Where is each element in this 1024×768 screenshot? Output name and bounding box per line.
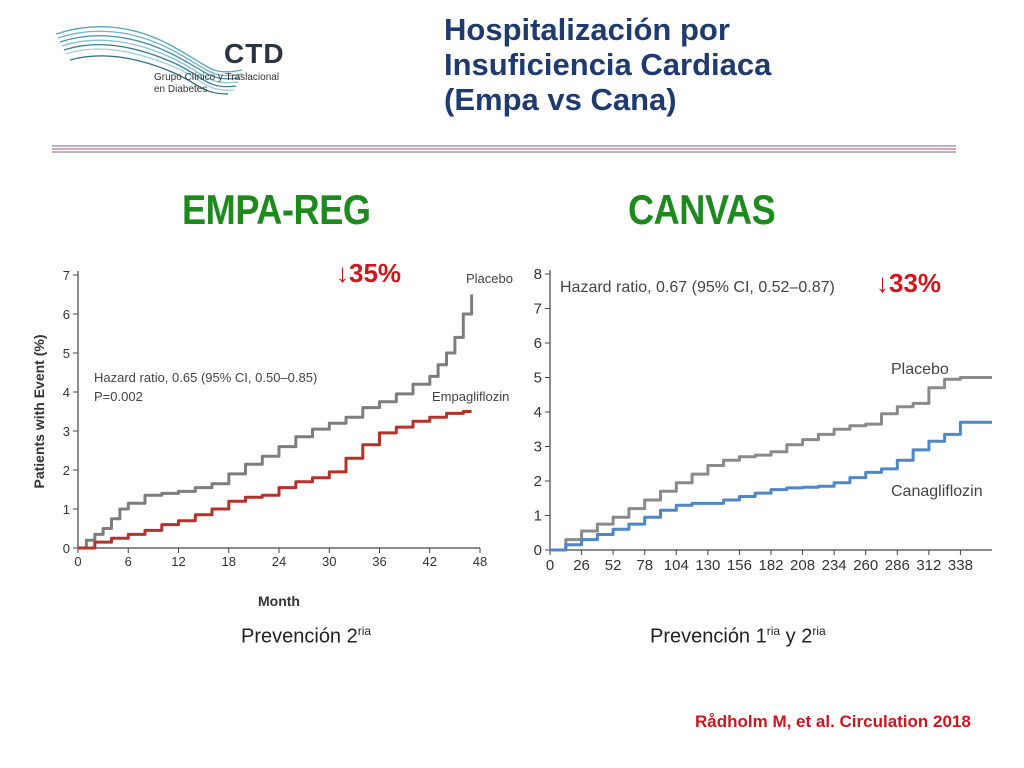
x-tick-label: 6 [125, 554, 132, 569]
x-tick-label: 286 [885, 557, 910, 574]
caption-canvas: Prevención 1ria y 2ria [650, 624, 826, 649]
x-tick-label: 36 [372, 554, 386, 569]
heading-empa-reg: EMPA-REG [182, 186, 371, 233]
series-line-placebo [78, 294, 474, 550]
y-tick-label: 1 [534, 508, 542, 525]
logo-subtitle-line1: Grupo Clínico y Traslacional [154, 72, 280, 83]
series-label-placebo: Placebo [891, 361, 949, 378]
y-tick-label: 1 [63, 502, 70, 517]
x-tick-label: 312 [916, 557, 941, 574]
caption-canvas-sup1: ria [766, 624, 781, 638]
title-line: Hospitalización por [444, 12, 730, 47]
y-tick-label: 0 [534, 542, 542, 559]
y-tick-label: 7 [534, 301, 542, 318]
y-tick-label: 6 [63, 307, 70, 322]
x-tick-label: 156 [727, 557, 752, 574]
x-tick-label: 338 [948, 557, 973, 574]
x-tick-label: 234 [822, 557, 847, 574]
y-tick-label: 2 [63, 463, 70, 478]
series-label-canagliflozin: Canagliflozin [891, 483, 983, 500]
series-line-empagliflozin [78, 410, 472, 550]
y-tick-label: 5 [63, 346, 70, 361]
y-axis-title: Patients with Event (%) [31, 334, 47, 488]
title-line: Insuficiencia Cardiaca [444, 47, 772, 82]
y-tick-label: 8 [534, 266, 542, 283]
x-tick-label: 0 [546, 557, 554, 574]
annotation: P=0.002 [94, 389, 143, 404]
x-tick-label: 12 [171, 554, 185, 569]
ctd-logo [55, 26, 243, 95]
caption-empa-text: Prevención 2 [241, 625, 358, 648]
x-tick-label: 48 [473, 554, 487, 569]
x-tick-label: 78 [636, 557, 653, 574]
y-tick-label: 5 [534, 370, 542, 387]
x-tick-label: 130 [695, 557, 720, 574]
y-tick-label: 7 [63, 268, 70, 283]
logo-subtitle-line2: en Diabetes [154, 84, 208, 95]
y-tick-label: 3 [534, 439, 542, 456]
heading-canvas: CANVAS [628, 186, 776, 233]
x-tick-label: 260 [853, 557, 878, 574]
y-tick-label: 4 [63, 385, 70, 400]
series-line-placebo [550, 376, 992, 552]
reduction-canvas: ↓33% [876, 268, 942, 298]
x-tick-label: 52 [605, 557, 622, 574]
header-divider [52, 145, 956, 153]
series-label-empagliflozin: Empagliflozin [432, 389, 509, 404]
page-title: Hospitalización por Insuficiencia Cardia… [444, 12, 1004, 117]
x-tick-label: 26 [573, 557, 590, 574]
annotation: Hazard ratio, 0.67 (95% CI, 0.52–0.87) [560, 279, 835, 296]
x-tick-label: 24 [272, 554, 286, 569]
annotation: Hazard ratio, 0.65 (95% CI, 0.50–0.85) [94, 370, 317, 385]
y-tick-label: 4 [534, 404, 542, 421]
citation: Rådholm M, et al. Circulation 2018 [695, 712, 971, 731]
x-tick-label: 42 [423, 554, 437, 569]
series-label-placebo: Placebo [466, 271, 513, 286]
caption-empa: Prevención 2ria [241, 624, 371, 649]
x-tick-label: 18 [222, 554, 236, 569]
x-axis-title: Month [258, 593, 300, 609]
y-tick-label: 0 [63, 541, 70, 556]
x-tick-label: 182 [758, 557, 783, 574]
x-tick-label: 104 [664, 557, 689, 574]
caption-canvas-mid: y 2 [780, 625, 813, 648]
caption-canvas-text1: Prevención 1 [650, 625, 767, 648]
series-line-canagliflozin [550, 420, 992, 552]
reduction-empa: ↓35% [336, 258, 402, 288]
y-tick-label: 2 [534, 473, 542, 490]
x-tick-label: 208 [790, 557, 815, 574]
title-line: (Empa vs Cana) [444, 82, 677, 117]
x-tick-label: 0 [74, 554, 81, 569]
y-tick-label: 6 [534, 335, 542, 352]
y-tick-label: 3 [63, 424, 70, 439]
caption-canvas-sup2: ria [812, 624, 826, 638]
logo-name: CTD [224, 38, 285, 69]
caption-empa-sup: ria [357, 624, 372, 638]
x-tick-label: 30 [322, 554, 336, 569]
